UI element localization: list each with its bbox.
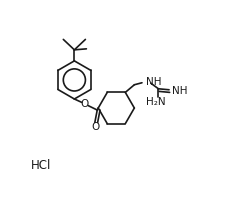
Text: O: O xyxy=(91,122,99,132)
Text: H₂N: H₂N xyxy=(146,97,165,107)
Text: NH: NH xyxy=(173,86,188,96)
Text: NH: NH xyxy=(146,77,162,87)
Text: O: O xyxy=(81,99,89,109)
Text: HCl: HCl xyxy=(31,159,51,172)
